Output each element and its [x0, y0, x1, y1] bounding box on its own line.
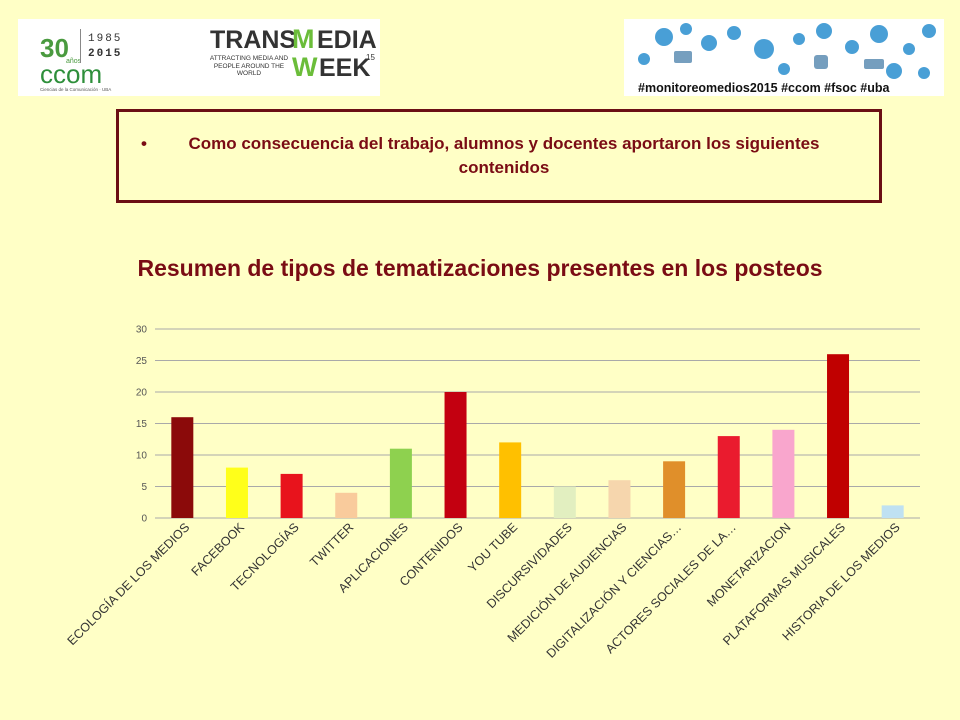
bar: [280, 473, 303, 518]
transmedia-line2-rest: EEK: [319, 54, 370, 82]
y-tick-label: 0: [141, 514, 147, 525]
bar: [827, 354, 850, 518]
y-tick-label: 15: [136, 419, 148, 430]
x-tick-label: TWITTER: [307, 520, 356, 569]
y-tick-label: 10: [136, 451, 148, 462]
callout-box: • Como consecuencia del trabajo, alumnos…: [116, 109, 882, 203]
ccom-anniversary-number: 30: [40, 33, 69, 63]
y-tick-label: 20: [136, 388, 148, 399]
transmedia-superscript: 15: [366, 53, 375, 62]
ccom-subtitle: Ciencias de la Comunicación · UBA: [40, 87, 111, 92]
x-tick-label: HISTORIA DE LOS MEDIOS: [780, 520, 903, 643]
bar: [881, 505, 904, 518]
bar: [499, 442, 522, 518]
bar: [663, 461, 686, 518]
hashtags-text: #monitoreomedios2015 #ccom #fsoc #uba: [638, 81, 891, 95]
world-map-illustration: #monitoreomedios2015 #ccom #fsoc #uba: [624, 19, 944, 96]
bar: [444, 392, 467, 518]
ccom-logo: 30 años 1985 2015 ccom Ciencias de la Co…: [40, 29, 122, 92]
transmedia-tagline: ATTRACTING MEDIA AND PEOPLE AROUND THE W…: [209, 55, 289, 77]
bar: [553, 486, 576, 518]
transmedia-line1-rest: EDIA: [317, 26, 377, 54]
ccom-year-end: 2015: [88, 48, 122, 60]
transmedia-line1: TRANS: [210, 26, 296, 54]
bullet-icon: •: [141, 134, 147, 153]
svg-text:W: W: [292, 52, 318, 82]
bar: [171, 417, 194, 518]
ccom-year-start: 1985: [88, 33, 122, 45]
y-tick-label: 5: [141, 482, 147, 493]
header-logos-left: 30 años 1985 2015 ccom Ciencias de la Co…: [18, 19, 380, 96]
x-tick-label: MEDICIÓN DE AUDIENCIAS: [504, 520, 630, 646]
bar: [335, 492, 358, 518]
bar: [225, 467, 248, 518]
bar: [389, 448, 412, 518]
hashtags-banner: #monitoreomedios2015 #ccom #fsoc #uba: [624, 19, 944, 96]
chart-title: Resumen de tipos de tematizaciones prese…: [137, 255, 823, 281]
x-tick-label: ECOLOGÍA DE LOS MEDIOS: [64, 520, 192, 648]
y-tick-label: 30: [136, 325, 148, 336]
ccom-name: ccom: [40, 59, 102, 89]
ccom-anniversary-label: años: [66, 58, 82, 65]
x-tick-label: FACEBOOK: [189, 520, 248, 579]
bar: [717, 436, 740, 518]
bar: [772, 429, 795, 518]
bar: [608, 480, 631, 518]
svg-text:M: M: [292, 24, 315, 54]
y-tick-label: 25: [136, 356, 148, 367]
chart-grid: 0 5 10 15 20 25 30: [136, 325, 920, 525]
x-tick-label: YOU TUBE: [465, 520, 520, 575]
chart-bars: [171, 354, 904, 518]
transmedia-week-logo: TRANS M EDIA W EEK 15 ATTRACTING MEDIA A…: [209, 24, 377, 82]
chart-x-labels: ECOLOGÍA DE LOS MEDIOSFACEBOOKTECNOLOGÍA…: [64, 520, 903, 661]
callout-text: Como consecuencia del trabajo, alumnos y…: [188, 134, 820, 177]
